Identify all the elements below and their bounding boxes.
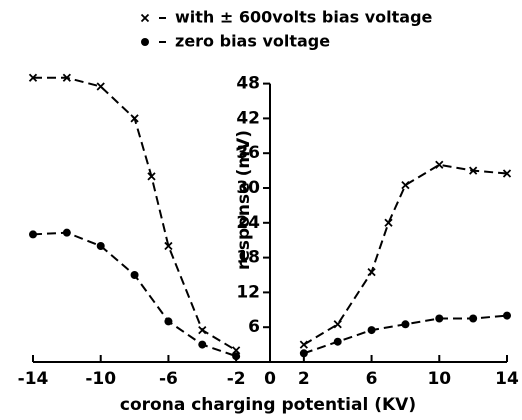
y-tick-label: 18: [236, 248, 260, 268]
marker-dot: [299, 349, 308, 358]
marker-x: [502, 169, 512, 178]
y-tick-label: 42: [236, 108, 260, 128]
x-tick-label: -6: [159, 369, 178, 389]
marker-dot: [503, 311, 511, 320]
x-tick-label: -14: [18, 369, 49, 389]
marker-dot: [333, 337, 342, 346]
marker-x: [198, 325, 207, 335]
y-tick-label: 30: [236, 178, 260, 198]
legend-label: zero bias voltage: [175, 32, 330, 51]
marker-dot: [198, 340, 207, 349]
x-tick-label: 0: [264, 369, 276, 389]
marker-x: [130, 114, 139, 123]
marker-dot: [130, 271, 139, 279]
y-tick-label: 24: [236, 213, 260, 233]
marker-dot: [62, 228, 71, 237]
marker-dot: [164, 317, 173, 326]
marker-x: [367, 267, 376, 277]
x-tick-label: 2: [298, 369, 310, 389]
x-tick-label: 6: [366, 369, 378, 389]
series-line: [33, 76, 508, 352]
x-tick-label: -10: [85, 369, 116, 389]
marker-dot: [141, 38, 149, 46]
y-tick-label: 48: [236, 74, 260, 94]
x-axis-label: corona charging potential (KV): [120, 395, 416, 415]
marker-dot: [469, 314, 478, 323]
marker-dot: [232, 352, 241, 361]
y-tick-label: 12: [236, 282, 260, 302]
marker-x: [469, 166, 478, 175]
marker-x: [62, 73, 71, 82]
marker-x: [435, 160, 444, 169]
marker-x: [401, 180, 410, 190]
marker-x: [140, 13, 150, 23]
marker-dot: [435, 314, 444, 323]
marker-x: [96, 82, 105, 91]
y-axis-label: response (mV): [234, 130, 254, 270]
x-tick-label: 14: [495, 369, 519, 389]
marker-dot: [96, 242, 105, 250]
marker-x: [28, 73, 38, 82]
marker-x: [299, 340, 308, 349]
marker-dot: [401, 320, 410, 329]
marker-x: [333, 320, 342, 329]
legend-label: with ± 600volts bias voltage: [175, 8, 433, 27]
marker-dot: [29, 230, 37, 239]
marker-x: [384, 218, 393, 227]
marker-dot: [367, 326, 376, 335]
y-tick-label: 36: [236, 143, 260, 163]
x-tick-label: 10: [427, 369, 451, 389]
marker-x: [164, 241, 173, 251]
y-tick-label: 6: [248, 317, 260, 337]
marker-x: [147, 172, 156, 181]
x-tick-label: -2: [227, 369, 246, 389]
marker-x: [232, 346, 241, 355]
